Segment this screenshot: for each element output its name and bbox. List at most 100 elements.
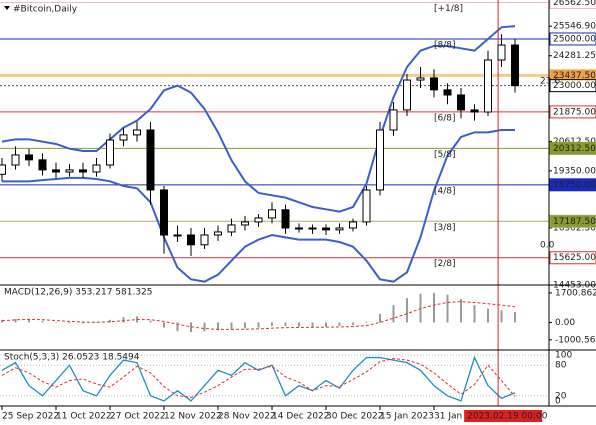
candle-body <box>511 44 519 87</box>
macd-bar <box>487 308 489 323</box>
candle-body <box>295 227 303 230</box>
candle-body <box>362 189 371 223</box>
candle-body <box>79 169 87 173</box>
x-tick-label: 12 Nov 2022 <box>164 412 222 422</box>
y-tick-label: 20612.50 <box>553 137 596 147</box>
price-label-bg <box>549 79 596 93</box>
macd-bar <box>217 322 219 331</box>
level-name: [6/8] <box>434 113 456 123</box>
level-label: 20312.50 <box>553 144 596 154</box>
y-tick-label: 0.00 <box>555 318 575 328</box>
level-label-bg <box>549 214 596 228</box>
candle-body <box>92 164 101 173</box>
y-tick-label: 0 <box>555 397 561 407</box>
macd-title: MACD(12,26,9) 353.217 581.325 <box>4 288 153 298</box>
macd-bar <box>14 318 17 323</box>
macd-bar <box>176 322 179 332</box>
macd-bar <box>149 320 152 323</box>
level-label-bg <box>549 105 596 119</box>
level-label: 26562.50 <box>553 0 596 8</box>
candle-body <box>119 134 128 141</box>
candle-body <box>214 231 222 236</box>
level-name: [5/8] <box>434 150 456 160</box>
candle-body <box>457 94 465 111</box>
candle-body <box>227 224 236 233</box>
candle-body <box>25 154 33 161</box>
level-label: 25000.00 <box>553 34 596 44</box>
x-tick-label: 28 Nov 2022 <box>218 412 276 422</box>
y-tick-label: -1000.566 <box>555 335 596 345</box>
candle-body <box>403 79 411 111</box>
level-name: [+1/8] <box>434 4 463 14</box>
x-tick-label: 14 Dec 2022 <box>272 412 330 422</box>
macd-bar <box>122 317 125 323</box>
bollinger-lower <box>2 128 515 283</box>
candle-body <box>106 139 114 166</box>
candle-body <box>376 129 384 191</box>
macd-bar <box>68 322 71 324</box>
candle-body <box>389 109 398 131</box>
macd-bar <box>284 322 287 326</box>
macd-signal <box>1 301 516 330</box>
candle-body <box>52 169 60 173</box>
x-tick-label: 11 Oct 2022 <box>56 412 112 422</box>
menu-triangle <box>4 6 10 10</box>
macd-bar <box>230 322 233 330</box>
x-tick-label: 27 Oct 2022 <box>110 412 166 422</box>
x-tick-label: 31 Jan 2023 <box>434 412 488 422</box>
macd-bar <box>338 322 341 326</box>
macd-bar <box>109 319 111 323</box>
y-tick-label: 16902.50 <box>553 223 596 233</box>
candle-body <box>146 129 155 191</box>
level-name: [2/8] <box>434 259 456 269</box>
candle-body <box>65 169 74 173</box>
macd-bar <box>352 322 354 326</box>
macd-bar <box>28 318 30 323</box>
macd-bar <box>55 322 57 323</box>
level-name: [4/8] <box>434 186 456 196</box>
macd-bar <box>500 310 503 323</box>
level-label: 17187.50 <box>553 217 596 227</box>
macd-bar <box>163 322 165 328</box>
candle-body <box>11 154 20 166</box>
candle-body <box>335 227 344 231</box>
macd-bar <box>325 322 327 327</box>
candle-body <box>497 44 506 61</box>
candle-body <box>484 59 492 113</box>
y-tick-label: 1700.862 <box>555 288 596 298</box>
mid-layer <box>1 0 516 406</box>
candle-body <box>187 234 195 246</box>
level-name: [8/8] <box>434 40 456 50</box>
bollinger-upper <box>1 25 516 213</box>
macd-bar <box>473 305 476 323</box>
level-label-bg <box>549 251 596 265</box>
macd-bar <box>271 322 273 326</box>
candle-body <box>322 227 330 231</box>
candle-body <box>160 189 168 236</box>
macd-bar <box>446 294 449 323</box>
level-label-bg <box>549 178 596 192</box>
y-tick-label: 20 <box>555 391 567 401</box>
y-tick-label: 24281.25 <box>553 51 596 61</box>
level-label: 18750.00 <box>553 180 596 190</box>
cursor-label-bg <box>464 410 543 422</box>
candle-body <box>443 89 452 96</box>
level-label: 21875.00 <box>553 107 596 117</box>
level-label: 23437.50 <box>553 71 596 81</box>
macd-bar <box>514 312 516 323</box>
macd-bar <box>406 298 408 323</box>
x-tick-label: 30 Dec 2022 <box>326 412 384 422</box>
macd-bar <box>392 305 395 323</box>
candle-body <box>416 77 425 81</box>
fib-label: 23.6 <box>540 76 560 86</box>
macd-bar <box>203 322 206 332</box>
candle-body <box>0 164 6 175</box>
macd-bar <box>460 299 462 323</box>
macd-bar <box>244 322 246 329</box>
macd-bar <box>433 292 435 323</box>
y-tick-label: 100 <box>555 351 572 361</box>
macd-bar <box>95 322 98 323</box>
macd-bar <box>311 322 314 327</box>
